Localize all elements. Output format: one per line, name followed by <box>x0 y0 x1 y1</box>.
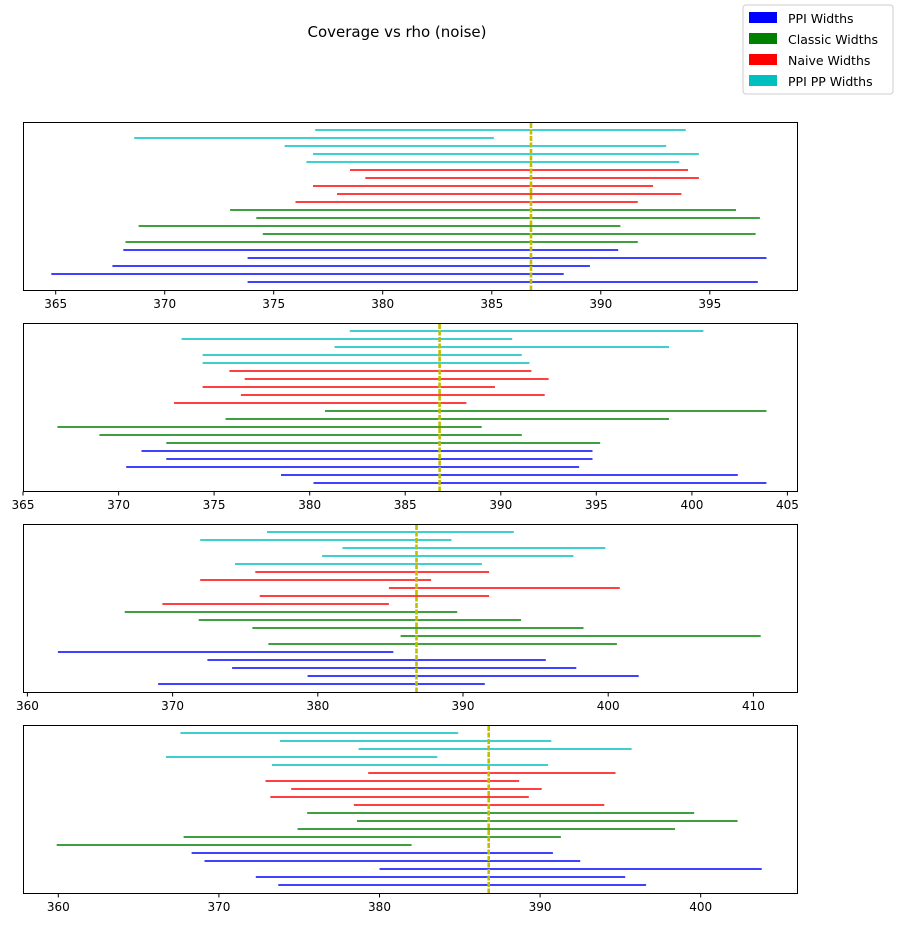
axes-frame <box>23 323 798 492</box>
axes-frame <box>23 122 798 291</box>
x-tick-label: 385 <box>394 498 417 512</box>
x-tick-label: 380 <box>371 297 394 311</box>
x-tick-label: 395 <box>698 297 721 311</box>
x-tick-label: 410 <box>742 699 765 713</box>
legend-swatch-ppi <box>749 12 777 23</box>
x-tick-label: 400 <box>680 498 703 512</box>
x-tick-label: 365 <box>44 297 67 311</box>
legend-swatch-ppi-pp <box>749 75 777 86</box>
x-tick-label: 370 <box>207 900 230 914</box>
x-tick-label: 375 <box>203 498 226 512</box>
legend-swatch-classic <box>749 33 777 44</box>
legend-entry-naive: Naive Widths <box>749 53 870 68</box>
chart-panel-2: 365 370 375 380 385 390 395 400 405 <box>12 323 799 512</box>
chart-panel-1: 365 370 375 380 385 390 395 <box>23 122 798 311</box>
x-tick-label: 375 <box>262 297 285 311</box>
axes-frame <box>23 524 798 693</box>
x-tick-label: 385 <box>480 297 503 311</box>
figure-title: Coverage vs rho (noise) <box>307 23 486 41</box>
x-tick-label: 380 <box>368 900 391 914</box>
legend-label-classic: Classic Widths <box>788 32 878 47</box>
x-tick-label: 360 <box>16 699 39 713</box>
x-tick-label: 370 <box>153 297 176 311</box>
x-tick-label: 380 <box>298 498 321 512</box>
legend-label-naive: Naive Widths <box>788 53 870 68</box>
x-tick-label: 400 <box>689 900 712 914</box>
legend-entry-ppi: PPI Widths <box>749 11 854 26</box>
x-tick-label: 365 <box>12 498 35 512</box>
legend-entry-classic: Classic Widths <box>749 32 878 47</box>
legend-frame <box>742 4 894 95</box>
chart-panel-3: 360 370 380 390 400 410 <box>16 524 798 713</box>
x-tick-label: 360 <box>47 900 70 914</box>
x-tick-label: 390 <box>452 699 475 713</box>
x-tick-label: 400 <box>597 699 620 713</box>
x-tick-label: 390 <box>589 297 612 311</box>
legend-label-ppi: PPI Widths <box>788 11 854 26</box>
legend-entry-ppi-pp: PPI PP Widths <box>749 74 873 89</box>
axes-frame <box>23 725 798 894</box>
x-tick-label: 370 <box>161 699 184 713</box>
x-tick-label: 405 <box>776 498 799 512</box>
x-tick-label: 380 <box>306 699 329 713</box>
legend: PPI Widths Classic Widths Naive Widths P… <box>742 4 894 95</box>
x-tick-label: 390 <box>489 498 512 512</box>
x-tick-label: 370 <box>107 498 130 512</box>
x-tick-label: 390 <box>529 900 552 914</box>
legend-swatch-naive <box>749 54 777 65</box>
chart-panel-4: 360 370 380 390 400 <box>23 725 798 914</box>
legend-label-ppi-pp: PPI PP Widths <box>788 74 873 89</box>
x-tick-label: 395 <box>585 498 608 512</box>
